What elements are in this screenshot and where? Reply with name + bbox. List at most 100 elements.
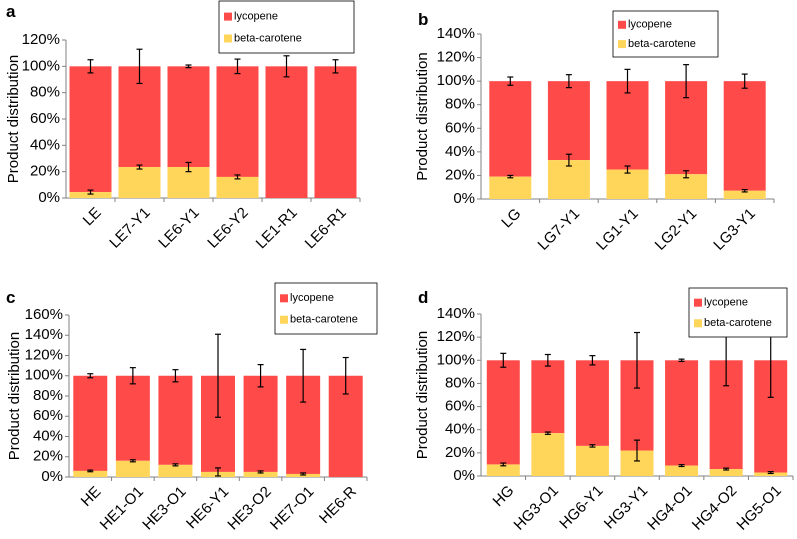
x-tick-label-LE1-R1: LE1-R1 — [253, 204, 301, 252]
bar-beta-carotene-HE3-O2 — [243, 471, 278, 477]
x-tick-label-LG: LG — [498, 205, 524, 231]
y-tick-label: 60% — [445, 119, 475, 136]
legend: lycopene beta-carotene — [688, 287, 788, 338]
panel-c: c Product distribution 0% 20% 40% 60% 80% 100% 1… — [6, 282, 378, 534]
legend-label-beta-carotene: beta-carotene — [290, 314, 358, 326]
x-tick-label-HG5-O1: HG5-O1 — [733, 482, 785, 534]
legend-swatch-lycopene — [224, 12, 232, 21]
y-tick-label: 140% — [437, 305, 475, 322]
bar-beta-carotene-HG5-O1 — [754, 472, 788, 476]
y-tick-label: 140% — [437, 25, 475, 42]
legend-label-beta-carotene: beta-carotene — [234, 32, 302, 44]
y-tick-label: 120% — [22, 31, 60, 48]
x-tick-label-HG: HG — [490, 482, 518, 510]
y-tick-label: 0% — [453, 190, 475, 207]
y-tick-label: 20% — [445, 444, 475, 461]
legend-box — [688, 287, 788, 338]
y-axis-label: Product distribution — [414, 52, 431, 180]
bar-beta-carotene-HE1-O1 — [115, 460, 150, 477]
legend-label-lycopene: lycopene — [704, 297, 748, 309]
y-tick-label: 20% — [33, 448, 63, 465]
bar-lycopene-LG1-Y1 — [606, 81, 649, 170]
y-tick-label: 80% — [33, 387, 63, 404]
x-tick-label-HE: HE — [78, 483, 105, 510]
bar-lycopene-LE — [69, 66, 112, 193]
legend-swatch-beta-carotene — [618, 40, 626, 49]
panel-letter-a: a — [6, 2, 16, 21]
bar-lycopene-HG4-O1 — [665, 360, 699, 466]
x-tick-label-HE6-R: HE6-R — [316, 483, 360, 527]
bar-beta-carotene-HG4-O2 — [709, 469, 743, 476]
x-tick-label-LE7-Y1: LE7-Y1 — [106, 204, 153, 251]
x-tick-label-LG2-Y1: LG2-Y1 — [652, 205, 701, 254]
bar-beta-carotene-HE3-O1 — [158, 464, 193, 477]
legend-swatch-beta-carotene — [694, 319, 702, 328]
y-tick-label: 0% — [41, 468, 63, 485]
y-tick-label: 100% — [25, 367, 63, 384]
legend-label-lycopene: lycopene — [290, 292, 334, 304]
panel-letter-d: d — [418, 288, 428, 307]
y-tick-label: 80% — [30, 84, 60, 101]
legend-label-lycopene: lycopene — [628, 19, 672, 31]
legend-label-beta-carotene: beta-carotene — [628, 38, 696, 50]
bar-beta-carotene-HG4-O1 — [665, 465, 699, 476]
bar-lycopene-HG — [486, 360, 520, 465]
bar-beta-carotene-LE6-Y2 — [216, 176, 259, 198]
legend-box — [274, 282, 378, 335]
y-tick-label: 80% — [445, 96, 475, 113]
y-tick-label: 20% — [445, 166, 475, 183]
bar-beta-carotene-HE — [73, 470, 108, 477]
panel-letter-b: b — [418, 10, 428, 29]
legend-box — [612, 10, 719, 58]
y-tick-label: 20% — [30, 163, 60, 180]
panel-d: d Product distribution 0% 20% 40% 60% 80% 100% 1… — [414, 287, 794, 534]
x-tick-label-LE6-Y1: LE6-Y1 — [155, 204, 202, 251]
x-tick-label-HE1-O1: HE1-O1 — [97, 483, 147, 533]
bar-beta-carotene-HG6-Y1 — [575, 445, 609, 476]
x-tick-label-HG3-Y1: HG3-Y1 — [601, 482, 651, 532]
y-tick-label: 0% — [38, 189, 60, 206]
x-tick-label-HG4-O2: HG4-O2 — [689, 482, 741, 534]
bar-lycopene-HE3-O1 — [158, 375, 193, 465]
bar-beta-carotene-LG — [489, 176, 532, 199]
bar-lycopene-HG3-O1 — [531, 360, 565, 434]
y-tick-label: 40% — [445, 421, 475, 438]
y-axis-label: Product distribution — [6, 332, 23, 460]
y-axis-label: Product distribution — [414, 331, 431, 459]
panel-letter-c: c — [6, 288, 15, 307]
y-tick-label: 40% — [445, 143, 475, 160]
bar-lycopene-LG3-Y1 — [723, 81, 766, 191]
legend-swatch-beta-carotene — [280, 315, 288, 324]
y-tick-label: 100% — [22, 57, 60, 74]
bar-lycopene-HG6-Y1 — [575, 360, 609, 446]
x-tick-label-LE6-Y2: LE6-Y2 — [204, 204, 251, 251]
bar-lycopene-LE6-Y2 — [216, 66, 259, 177]
bar-lycopene-HE1-O1 — [115, 375, 150, 461]
y-tick-label: 80% — [445, 374, 475, 391]
x-tick-label-HG3-O1: HG3-O1 — [511, 482, 563, 534]
y-tick-label: 60% — [30, 110, 60, 127]
x-tick-label-LE6-R1: LE6-R1 — [302, 204, 350, 252]
y-tick-label: 100% — [437, 72, 475, 89]
x-tick-label-LG1-Y1: LG1-Y1 — [593, 205, 642, 254]
x-tick-label-HE3-O1: HE3-O1 — [139, 483, 189, 533]
y-tick-label: 40% — [30, 136, 60, 153]
bar-lycopene-LG — [489, 81, 532, 177]
y-tick-label: 120% — [437, 328, 475, 345]
legend-swatch-lycopene — [618, 20, 626, 29]
x-tick-label-HE6-Y1: HE6-Y1 — [183, 483, 232, 532]
legend-label-beta-carotene: beta-carotene — [704, 317, 772, 329]
panel-b: b Product distribution 0% 20% 40% 60% 80% 100% 1… — [414, 10, 775, 254]
x-tick-label-HG6-Y1: HG6-Y1 — [556, 482, 606, 532]
bar-beta-carotene-LE7-Y1 — [118, 167, 161, 198]
y-tick-label: 100% — [437, 351, 475, 368]
bar-lycopene-LE6-Y1 — [167, 66, 210, 168]
x-tick-label-LG3-Y1: LG3-Y1 — [710, 205, 759, 254]
bar-beta-carotene-LE — [69, 192, 112, 198]
legend-label-lycopene: lycopene — [234, 11, 278, 23]
y-tick-label: 120% — [25, 346, 63, 363]
y-tick-label: 40% — [33, 427, 63, 444]
y-axis-label: Product distribution — [5, 55, 22, 183]
x-tick-label-HE3-O2: HE3-O2 — [224, 483, 274, 533]
legend-swatch-beta-carotene — [224, 34, 232, 43]
